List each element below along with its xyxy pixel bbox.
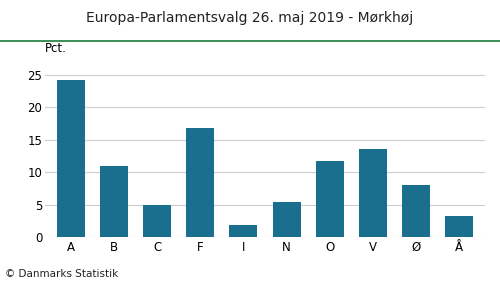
- Text: Europa-Parlamentsvalg 26. maj 2019 - Mørkhøj: Europa-Parlamentsvalg 26. maj 2019 - Mør…: [86, 11, 413, 25]
- Text: Pct.: Pct.: [45, 42, 67, 55]
- Bar: [272, 202, 300, 237]
- Bar: [359, 149, 387, 237]
- Bar: [230, 224, 258, 237]
- Bar: [100, 166, 128, 237]
- Bar: [402, 185, 430, 237]
- Bar: [143, 205, 171, 237]
- Bar: [445, 216, 473, 237]
- Bar: [57, 80, 85, 237]
- Text: © Danmarks Statistik: © Danmarks Statistik: [5, 269, 118, 279]
- Bar: [186, 128, 214, 237]
- Bar: [316, 161, 344, 237]
